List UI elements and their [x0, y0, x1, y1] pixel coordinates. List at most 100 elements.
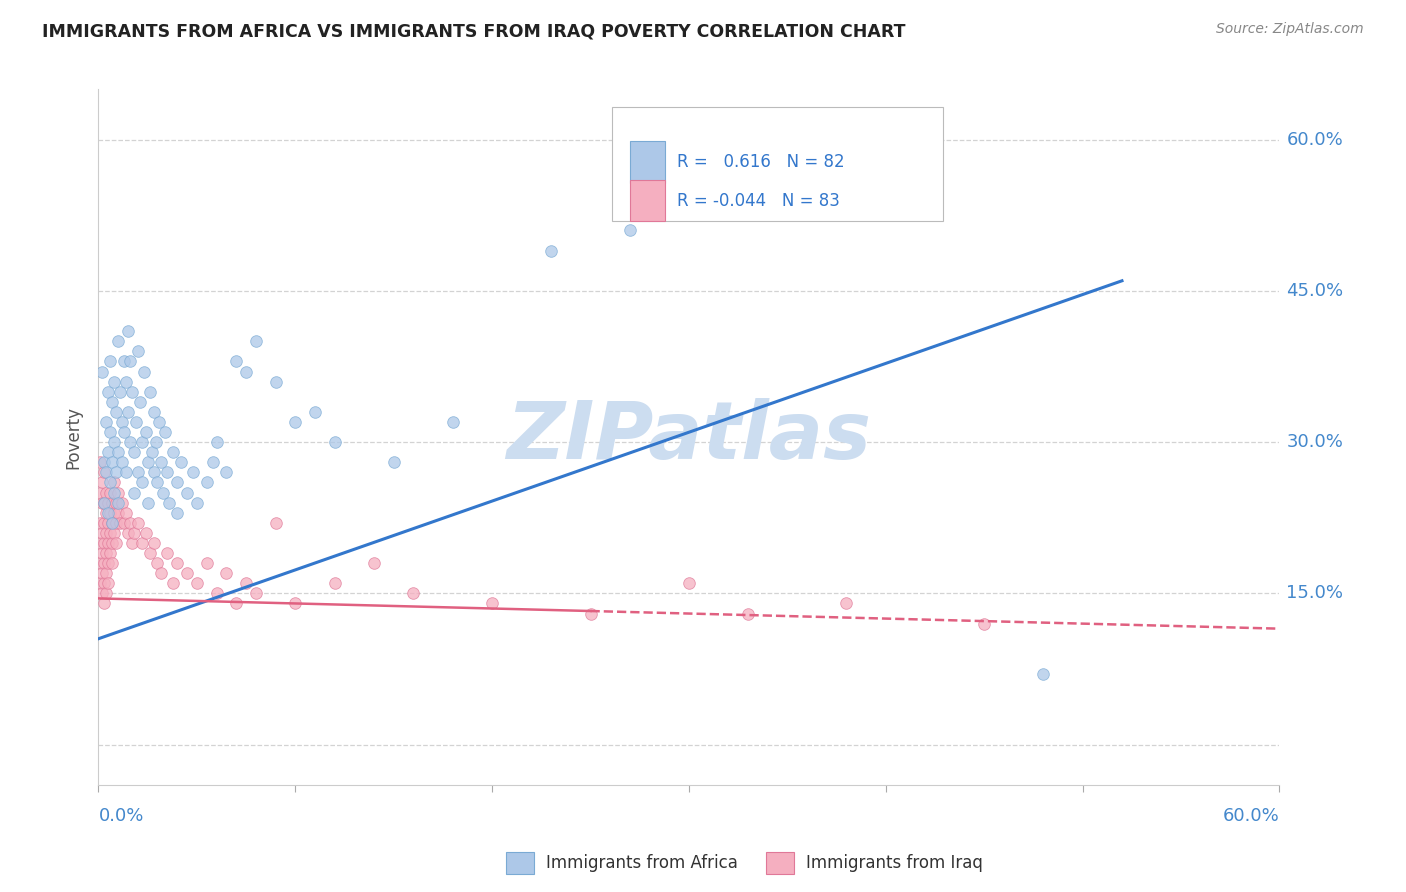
Point	[323, 435, 346, 450]
Point	[112, 354, 135, 368]
Point	[201, 455, 224, 469]
Point	[156, 466, 179, 480]
Point	[112, 516, 135, 530]
Point	[103, 506, 125, 520]
Text: 0.0%: 0.0%	[98, 807, 143, 825]
Text: 15.0%: 15.0%	[1286, 584, 1344, 602]
Point	[91, 546, 114, 560]
Point	[142, 466, 165, 480]
Point	[96, 586, 118, 600]
Point	[128, 394, 150, 409]
Point	[93, 556, 115, 570]
Point	[101, 516, 124, 530]
Point	[89, 455, 111, 469]
Point	[91, 365, 114, 379]
Point	[103, 475, 125, 490]
Point	[105, 536, 128, 550]
Point	[103, 375, 125, 389]
Point	[96, 525, 118, 540]
Point	[115, 506, 138, 520]
Point	[142, 405, 165, 419]
Point	[1032, 667, 1054, 681]
Point	[176, 485, 198, 500]
Point	[89, 536, 111, 550]
Point	[162, 576, 184, 591]
Point	[156, 546, 179, 560]
Point	[125, 415, 148, 429]
Point	[107, 445, 129, 459]
Point	[96, 566, 118, 581]
Point	[579, 607, 602, 621]
Point	[96, 506, 118, 520]
Point	[89, 485, 111, 500]
Point	[142, 536, 165, 550]
Point	[97, 384, 120, 399]
Point	[131, 475, 153, 490]
Point	[91, 475, 114, 490]
Text: Immigrants from Africa: Immigrants from Africa	[546, 855, 737, 872]
Point	[195, 475, 218, 490]
Point	[131, 536, 153, 550]
Point	[96, 546, 118, 560]
Point	[145, 435, 167, 450]
Point	[97, 576, 120, 591]
Text: 60.0%: 60.0%	[1286, 130, 1343, 149]
Point	[93, 536, 115, 550]
Point	[111, 495, 134, 509]
Point	[815, 183, 838, 197]
Point	[117, 525, 139, 540]
Point	[122, 485, 145, 500]
Point	[155, 425, 177, 439]
Point	[135, 525, 157, 540]
Point	[93, 455, 115, 469]
Point	[117, 324, 139, 338]
Point	[101, 394, 124, 409]
Text: R = -0.044   N = 83: R = -0.044 N = 83	[678, 192, 839, 210]
Point	[737, 607, 759, 621]
Point	[284, 415, 307, 429]
Point	[121, 384, 143, 399]
Point	[115, 466, 138, 480]
Point	[103, 435, 125, 450]
Point	[107, 485, 129, 500]
Point	[205, 435, 228, 450]
Point	[245, 334, 267, 349]
Point	[146, 475, 169, 490]
Point	[107, 334, 129, 349]
Point	[973, 616, 995, 631]
Point	[107, 495, 129, 509]
Point	[98, 354, 121, 368]
Point	[121, 536, 143, 550]
Point	[91, 525, 114, 540]
Text: R =   0.616   N = 82: R = 0.616 N = 82	[678, 153, 845, 171]
Point	[96, 415, 118, 429]
Point	[115, 375, 138, 389]
Point	[118, 435, 141, 450]
Point	[105, 405, 128, 419]
Text: Source: ZipAtlas.com: Source: ZipAtlas.com	[1216, 22, 1364, 37]
Point	[111, 455, 134, 469]
Point	[103, 525, 125, 540]
Point	[148, 415, 170, 429]
FancyBboxPatch shape	[630, 142, 665, 183]
Point	[96, 466, 118, 480]
Point	[98, 525, 121, 540]
Point	[122, 525, 145, 540]
Point	[101, 455, 124, 469]
Point	[166, 475, 188, 490]
Point	[93, 495, 115, 509]
Point	[205, 586, 228, 600]
Point	[186, 576, 208, 591]
Point	[101, 495, 124, 509]
Point	[98, 475, 121, 490]
Point	[166, 506, 188, 520]
FancyBboxPatch shape	[612, 106, 943, 221]
Point	[141, 445, 163, 459]
Point	[89, 516, 111, 530]
Point	[98, 546, 121, 560]
Point	[108, 516, 131, 530]
FancyBboxPatch shape	[630, 179, 665, 221]
Point	[97, 516, 120, 530]
Point	[225, 354, 247, 368]
Point	[97, 495, 120, 509]
